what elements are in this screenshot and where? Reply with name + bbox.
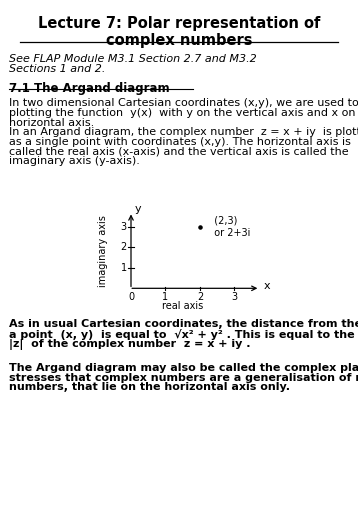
Text: 2: 2 <box>197 292 203 302</box>
Text: or 2+3i: or 2+3i <box>208 228 250 238</box>
Text: 3: 3 <box>121 222 127 232</box>
Text: y: y <box>135 204 142 214</box>
Text: as a single point with coordinates (x,y). The horizontal axis is: as a single point with coordinates (x,y)… <box>9 137 351 147</box>
Text: plotting the function  y(x)  with y on the vertical axis and x on the: plotting the function y(x) with y on the… <box>9 108 358 118</box>
Text: Sections 1 and 2.: Sections 1 and 2. <box>9 64 105 75</box>
Text: complex numbers: complex numbers <box>106 33 252 48</box>
Text: (2,3): (2,3) <box>208 216 237 226</box>
Text: 2: 2 <box>121 242 127 252</box>
Text: Lecture 7: Polar representation of: Lecture 7: Polar representation of <box>38 16 320 31</box>
Text: 7.1 The Argand diagram: 7.1 The Argand diagram <box>9 82 170 95</box>
Text: As in usual Cartesian coordinates, the distance from the origin to: As in usual Cartesian coordinates, the d… <box>9 319 358 330</box>
Text: imaginary axis (y-axis).: imaginary axis (y-axis). <box>9 156 140 166</box>
Text: horizontal axis.: horizontal axis. <box>9 118 94 128</box>
Text: The Argand diagram may also be called the complex plane. It: The Argand diagram may also be called th… <box>9 363 358 373</box>
Text: 1: 1 <box>163 292 169 302</box>
Text: numbers, that lie on the horizontal axis only.: numbers, that lie on the horizontal axis… <box>9 382 290 392</box>
Text: real axis: real axis <box>162 301 203 311</box>
Text: |z|  of the complex number  z = x + iy .: |z| of the complex number z = x + iy . <box>9 339 251 350</box>
Text: a point  (x, y)  is equal to  √x² + y² . This is equal to the modulus: a point (x, y) is equal to √x² + y² . Th… <box>9 329 358 340</box>
Text: called the real axis (x-axis) and the vertical axis is called the: called the real axis (x-axis) and the ve… <box>9 147 349 157</box>
Text: x: x <box>264 281 270 291</box>
Text: 3: 3 <box>231 292 237 302</box>
Text: In two dimensional Cartesian coordinates (x,y), we are used to: In two dimensional Cartesian coordinates… <box>9 98 358 108</box>
Text: In an Argand diagram, the complex number  z = x + iy  is plotted: In an Argand diagram, the complex number… <box>9 127 358 137</box>
Text: See FLAP Module M3.1 Section 2.7 and M3.2: See FLAP Module M3.1 Section 2.7 and M3.… <box>9 54 257 64</box>
Text: 1: 1 <box>121 263 127 273</box>
Text: imaginary axis: imaginary axis <box>98 215 108 287</box>
Text: stresses that complex numbers are a generalisation of real: stresses that complex numbers are a gene… <box>9 373 358 383</box>
Text: 0: 0 <box>128 292 134 302</box>
